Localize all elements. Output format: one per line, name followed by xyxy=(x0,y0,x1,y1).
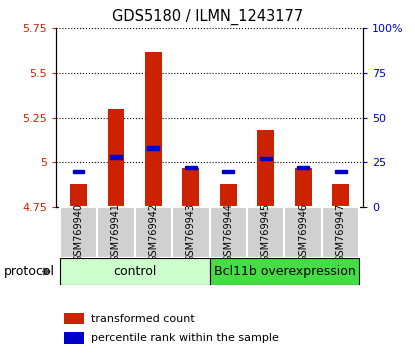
Bar xyxy=(145,52,162,207)
Text: GSM769940: GSM769940 xyxy=(73,203,83,262)
Text: GSM769945: GSM769945 xyxy=(261,203,271,262)
Bar xyxy=(185,166,197,169)
Text: percentile rank within the sample: percentile rank within the sample xyxy=(91,333,279,343)
Bar xyxy=(107,109,124,207)
Bar xyxy=(260,157,272,160)
Bar xyxy=(222,170,234,173)
Bar xyxy=(64,313,84,324)
Bar xyxy=(70,184,87,207)
Bar xyxy=(64,332,84,344)
Text: GSM769946: GSM769946 xyxy=(298,203,308,262)
Bar xyxy=(135,207,172,258)
Text: GSM769943: GSM769943 xyxy=(186,203,196,262)
Text: Bcl11b overexpression: Bcl11b overexpression xyxy=(214,265,355,278)
Bar xyxy=(210,258,359,285)
Bar xyxy=(332,184,349,207)
Text: GSM769941: GSM769941 xyxy=(111,203,121,262)
Bar xyxy=(60,258,210,285)
Bar xyxy=(247,207,284,258)
Text: control: control xyxy=(113,265,156,278)
Bar xyxy=(183,168,199,207)
Bar xyxy=(284,207,322,258)
Bar xyxy=(297,166,309,169)
Bar xyxy=(210,207,247,258)
Bar xyxy=(73,170,85,173)
Bar xyxy=(172,207,210,258)
Bar xyxy=(295,168,312,207)
Bar xyxy=(322,207,359,258)
Text: GSM769944: GSM769944 xyxy=(223,203,233,262)
Bar xyxy=(220,184,237,207)
Bar xyxy=(110,155,122,159)
Text: transformed count: transformed count xyxy=(91,314,195,324)
Bar xyxy=(147,147,159,150)
Text: GSM769947: GSM769947 xyxy=(336,203,346,262)
Text: GSM769942: GSM769942 xyxy=(149,203,159,262)
Bar xyxy=(334,170,347,173)
Text: GDS5180 / ILMN_1243177: GDS5180 / ILMN_1243177 xyxy=(112,9,303,25)
Text: protocol: protocol xyxy=(4,266,55,278)
Bar xyxy=(97,207,135,258)
Bar xyxy=(257,130,274,207)
Bar xyxy=(60,207,97,258)
